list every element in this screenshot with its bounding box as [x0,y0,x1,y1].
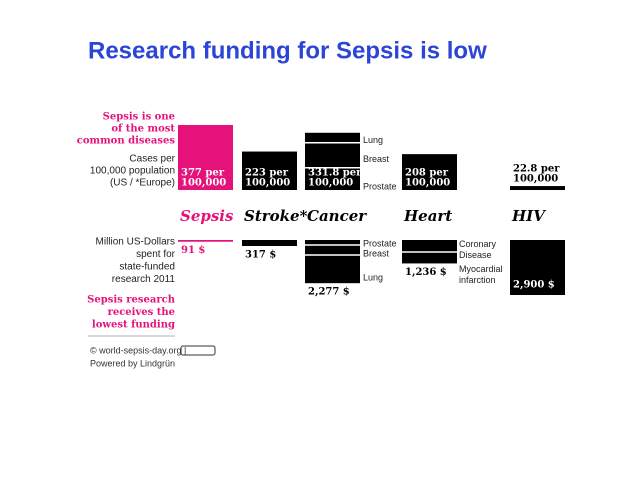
funding-label: 317 $ [245,250,276,261]
cases-label: 100,000 [181,178,226,189]
part-label: Lung [363,272,383,282]
row-label: Cases per [129,154,175,165]
cases-label: 208 per [405,168,449,179]
disease-name: Sepsis [180,207,234,225]
part-label: Breast [363,154,390,164]
disease-name: Stroke* [244,207,308,225]
cases-bar [178,125,233,190]
part-label: Coronary Disease [459,239,497,260]
funding-bar [305,240,360,284]
funding-label: 2,900 $ [513,280,555,291]
row-label: Million US-Dollars [96,237,175,248]
highlight-label: common diseases [77,136,176,147]
cases-label: 100,000 [513,174,558,185]
disease-name: HIV [511,207,546,225]
disease-name: Cancer [307,207,367,225]
row-label: research 2011 [112,274,176,285]
part-label: Prostate [363,181,397,191]
cases-bar [510,186,565,190]
row-label: spent for [136,249,176,260]
part-label: Myocardial infarction [459,264,503,285]
part-label: Breast [363,248,390,258]
funding-bar [178,240,233,242]
cases-label: 22.8 per [513,164,560,175]
cases-label: 377 per [181,168,225,179]
highlight-label: receives the [108,307,175,318]
part-label: Lung [363,135,383,145]
footer-text: Powered by Lindgrün [90,358,175,368]
row-label: state-funded [119,262,175,273]
cases-label: 100,000 [245,178,290,189]
funding-label: 2,277 $ [308,287,350,298]
cases-label: 100,000 [405,178,450,189]
highlight-label: Sepsis research [87,295,176,306]
part-label: Prostate [363,238,397,248]
cases-bar [402,154,457,190]
cases-label: 223 per [245,168,289,179]
cases-label: 331.8 per [308,168,362,179]
row-label: (US / *Europe) [110,178,175,189]
slide-title: Research funding for Sepsis is low [88,37,487,64]
funding-label: 1,236 $ [405,267,447,278]
funding-label: 91 $ [181,245,205,256]
funding-bar [510,240,565,295]
highlight-label: of the most [111,124,175,135]
footer-text: © world-sepsis-day.org | [90,345,186,355]
funding-bar [242,240,297,247]
row-label: 100,000 population [90,166,175,177]
cases-bar [242,151,297,190]
license-icon [180,345,216,356]
highlight-label: lowest funding [92,320,175,331]
disease-name: Heart [403,207,452,225]
cases-label: 100,000 [308,178,353,189]
highlight-label: Sepsis is one [103,112,175,123]
